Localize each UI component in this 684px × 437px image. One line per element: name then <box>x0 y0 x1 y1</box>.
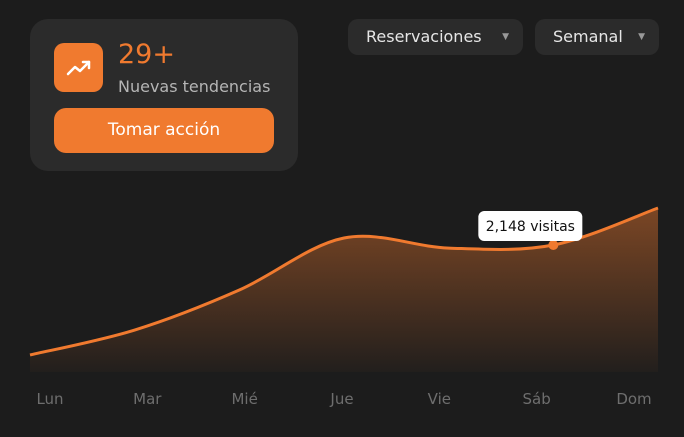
trend-card: 29+ Nuevas tendencias Tomar acción <box>30 19 298 171</box>
action-button[interactable]: Tomar acción <box>54 108 274 153</box>
dropdown-label: Reservaciones <box>366 27 482 46</box>
x-tick-label: Sáb <box>523 390 551 408</box>
tooltip-label: 2,148 visitas <box>486 219 575 235</box>
stat: 29+ <box>118 39 175 70</box>
x-tick-label: Vie <box>428 390 451 408</box>
x-tick-label: Lun <box>36 390 63 408</box>
dropdown[interactable]: Semanal ▼ <box>535 19 659 55</box>
highlight-point <box>548 240 559 250</box>
x-tick-label: Mar <box>133 390 162 408</box>
x-tick-label: Jue <box>329 390 353 408</box>
dropdown[interactable]: Reservaciones ▼ <box>348 19 523 55</box>
trend-icon <box>54 43 103 92</box>
x-tick-label: Mié <box>231 390 257 408</box>
caption: Nuevas tendencias <box>118 77 271 96</box>
tooltip <box>478 211 583 241</box>
dropdown-label: Semanal <box>553 27 623 46</box>
area-fill <box>30 207 658 372</box>
x-tick-label: Dom <box>616 390 651 408</box>
